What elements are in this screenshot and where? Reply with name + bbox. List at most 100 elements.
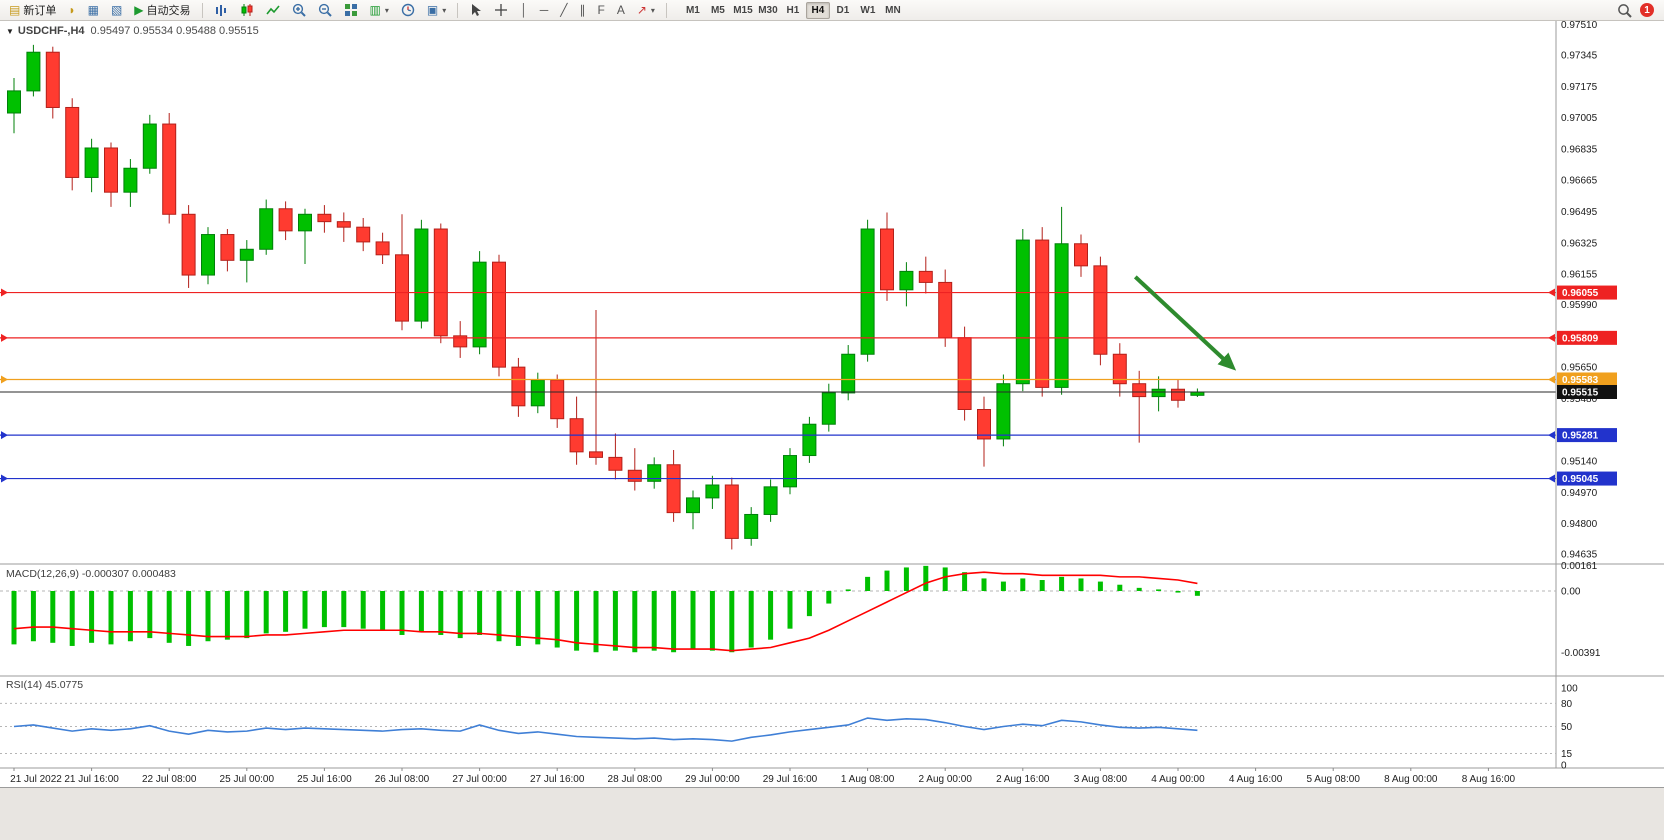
time-axis-label: 29 Jul 00:00	[685, 774, 740, 785]
candle	[1054, 243, 1069, 388]
macd-bar	[535, 591, 541, 645]
timeframe-button-mn[interactable]: MN	[881, 2, 905, 19]
new-order-label: 新订单	[23, 5, 57, 17]
timeframe-button-h4[interactable]: H4	[805, 1, 830, 19]
bar-chart-icon	[215, 5, 226, 16]
indicators-button[interactable]: ▣ ▾	[422, 1, 451, 19]
macd-bar	[593, 591, 599, 653]
timeframe-button-m1[interactable]: M1	[681, 2, 705, 19]
macd-bar	[496, 591, 502, 642]
macd-bar	[1156, 589, 1162, 591]
navigator-button[interactable]: ▧	[106, 1, 127, 19]
macd-bar	[30, 591, 36, 642]
timeframe-button-m30[interactable]: M30	[756, 2, 780, 19]
arrows-tool-button[interactable]: ↗ ▾	[632, 1, 660, 19]
fibonacci-tool-button[interactable]: F	[592, 1, 609, 19]
macd-bar	[127, 591, 133, 642]
rsi-line	[13, 717, 1198, 742]
macd-bar	[845, 589, 851, 591]
price-label-box	[1557, 372, 1617, 387]
macd-bar	[1020, 578, 1026, 591]
macd-bar	[457, 591, 463, 639]
text-tool-button[interactable]: A	[612, 1, 630, 19]
price-label-box	[1557, 428, 1617, 443]
toolbar-separator	[201, 2, 203, 18]
macd-bar	[166, 591, 172, 643]
macd-bar	[1000, 581, 1006, 591]
vertical-line-tool-button[interactable]: │	[515, 1, 533, 19]
macd-bar	[942, 567, 948, 591]
timeframe-button-m15[interactable]: M15	[731, 2, 755, 19]
macd-histogram	[11, 565, 1200, 653]
candle	[278, 208, 293, 232]
time-axis-label: 2 Aug 00:00	[919, 774, 973, 785]
svg-text:0.97175: 0.97175	[1561, 82, 1598, 93]
time-axis-label: 8 Aug 00:00	[1384, 774, 1438, 785]
time-axis[interactable]: 21 Jul 2022 21 Jul 16:00 22 Jul 08:00 25 Ju…	[10, 768, 1516, 785]
channel-tool-button[interactable]: ∥	[574, 1, 590, 19]
zoom-out-button[interactable]	[313, 1, 337, 19]
candle	[1112, 353, 1127, 385]
candle	[492, 261, 506, 368]
rsi-axis-label: 80	[1561, 699, 1573, 710]
new-chart-button[interactable]: ▥ ▾	[365, 1, 394, 19]
svg-text:0.94635: 0.94635	[1561, 550, 1598, 561]
timeframe-button-w1[interactable]: W1	[856, 2, 880, 19]
macd-bar	[438, 591, 444, 635]
chart-window: 0.97510 0.97345 0.97175 0.97005 0.96835 0.966…	[0, 21, 1664, 788]
candle	[1074, 243, 1088, 267]
timeframe-button-h1[interactable]: H1	[781, 2, 805, 19]
trend-arrow-annotation[interactable]	[1133, 275, 1237, 371]
zoom-out-icon	[318, 3, 332, 17]
zoom-in-button[interactable]	[287, 1, 311, 19]
macd-bar	[1136, 587, 1142, 591]
candle	[880, 228, 894, 291]
search-icon[interactable]	[1617, 3, 1632, 18]
notification-badge[interactable]: 1	[1640, 3, 1654, 17]
price-label-text: 0.95281	[1562, 431, 1599, 442]
svg-text:0.96495: 0.96495	[1561, 207, 1598, 218]
macd-bar	[826, 591, 832, 604]
candle	[142, 123, 157, 169]
trendline-tool-button[interactable]: ╱	[555, 1, 572, 19]
chart-canvas[interactable]: 0.97510 0.97345 0.97175 0.97005 0.96835 0.966…	[0, 21, 1664, 788]
crosshair-tool-button[interactable]	[489, 1, 513, 19]
macd-bar	[981, 578, 987, 591]
time-axis-label: 2 Aug 16:00	[996, 774, 1050, 785]
price-axis[interactable]: 0.97510 0.97345 0.97175 0.97005 0.96835 0.966…	[1561, 21, 1598, 561]
time-axis-label: 21 Jul 16:00	[64, 774, 119, 785]
cursor-icon	[472, 4, 482, 16]
candle	[472, 261, 487, 348]
market-watch-button[interactable]: ▦	[83, 1, 104, 19]
period-clock-button[interactable]	[396, 1, 420, 19]
time-axis-label: 21 Jul 2022	[10, 774, 62, 785]
bar-chart-mode-button[interactable]	[209, 1, 233, 19]
macd-axis-label: 0.00	[1561, 587, 1581, 598]
macd-bar	[11, 591, 17, 645]
macd-bar	[147, 591, 153, 639]
rsi-axis-label: 0	[1561, 761, 1567, 772]
zoom-in-icon	[292, 3, 306, 17]
new-order-button[interactable]: ▤ 新订单	[4, 1, 61, 19]
candle	[860, 228, 875, 355]
candlestick-mode-button[interactable]	[235, 1, 259, 19]
tile-windows-button[interactable]	[339, 1, 363, 19]
line-end-marker	[1, 333, 8, 342]
candle	[201, 234, 215, 276]
line-end-marker	[1, 431, 8, 440]
candle	[666, 464, 681, 514]
line-end-marker	[1548, 375, 1555, 384]
timeframe-button-d1[interactable]: D1	[831, 2, 855, 19]
macd-bar	[690, 591, 696, 650]
cursor-tool-button[interactable]	[464, 1, 487, 19]
window-background	[0, 789, 1664, 840]
line-end-marker	[1, 288, 8, 297]
candle	[647, 464, 662, 482]
timeframe-button-m5[interactable]: M5	[706, 2, 730, 19]
autotrade-button[interactable]: ▶ 自动交易	[129, 1, 195, 19]
horizontal-line-tool-button[interactable]: ─	[535, 1, 554, 19]
candle	[918, 270, 933, 283]
line-chart-mode-button[interactable]	[261, 1, 285, 19]
alerts-button[interactable]: ◗	[63, 1, 80, 19]
